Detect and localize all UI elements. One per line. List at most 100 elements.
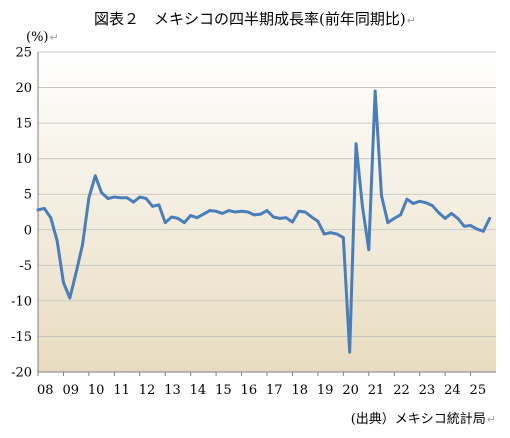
y-unit-label: (%)↵ bbox=[26, 30, 59, 45]
data-point bbox=[450, 212, 453, 215]
x-tick-label: 17 bbox=[266, 383, 283, 398]
series-group bbox=[36, 89, 492, 354]
return-mark: ↵ bbox=[406, 14, 416, 27]
x-axis: 08 09 10 11 12 13 14 15 16 17 18 19 20 21 22 23 24 25 bbox=[37, 372, 486, 398]
data-point bbox=[316, 219, 320, 223]
data-point bbox=[488, 217, 492, 220]
x-tick-label: 18 bbox=[291, 383, 308, 398]
x-tick-label: 25 bbox=[470, 383, 487, 398]
data-point bbox=[481, 229, 485, 233]
return-mark: ↵ bbox=[486, 413, 496, 426]
x-tick-label: 21 bbox=[368, 383, 385, 398]
data-point bbox=[329, 231, 333, 235]
data-point bbox=[361, 204, 364, 208]
data-point bbox=[278, 217, 282, 220]
data-point bbox=[68, 296, 72, 300]
data-point bbox=[240, 209, 243, 213]
data-point bbox=[182, 221, 186, 225]
data-point bbox=[132, 200, 135, 204]
y-tick-label: 20 bbox=[15, 81, 32, 96]
data-point bbox=[151, 204, 154, 208]
data-point bbox=[214, 209, 218, 213]
data-point bbox=[411, 202, 415, 205]
data-point bbox=[112, 195, 116, 199]
data-point bbox=[456, 217, 460, 220]
x-tick-label: 08 bbox=[37, 383, 54, 398]
data-point bbox=[246, 210, 250, 214]
data-point bbox=[354, 142, 358, 146]
x-tick-label: 20 bbox=[342, 383, 359, 398]
data-point bbox=[348, 350, 352, 354]
data-point bbox=[201, 212, 205, 216]
data-point bbox=[170, 215, 173, 219]
data-point bbox=[373, 89, 377, 93]
data-point bbox=[259, 212, 263, 216]
data-point bbox=[36, 208, 40, 212]
y-tick-label: -15 bbox=[11, 330, 32, 345]
y-tick-label: 0 bbox=[24, 223, 32, 238]
data-point bbox=[252, 213, 256, 217]
x-tick-label: 15 bbox=[215, 383, 232, 398]
x-tick-label: 14 bbox=[190, 383, 207, 398]
data-point bbox=[310, 215, 313, 219]
data-point bbox=[475, 227, 479, 231]
x-tick-label: 16 bbox=[241, 383, 258, 398]
data-point bbox=[405, 197, 409, 201]
data-point bbox=[49, 216, 53, 220]
data-point bbox=[386, 221, 390, 225]
data-point bbox=[291, 220, 294, 224]
x-tick-label: 10 bbox=[88, 383, 105, 398]
chart-title: 図表２ メキシコの四半期成長率(前年同期比)↵ bbox=[94, 10, 416, 28]
x-tick-label: 24 bbox=[444, 383, 461, 398]
data-point bbox=[462, 224, 466, 228]
data-point bbox=[424, 201, 428, 205]
y-tick-label: -5 bbox=[19, 259, 32, 274]
x-tick-label: 09 bbox=[62, 383, 79, 398]
data-point bbox=[399, 213, 402, 217]
data-point bbox=[208, 209, 212, 212]
y-tick-label: 15 bbox=[15, 117, 32, 132]
data-point bbox=[100, 191, 104, 195]
y-axis: 25 20 15 10 5 0 -5 -10 -15 -20 bbox=[11, 46, 32, 381]
x-tick-label: 22 bbox=[393, 383, 410, 398]
data-point bbox=[189, 214, 193, 217]
data-point bbox=[367, 248, 371, 252]
data-point bbox=[195, 216, 199, 220]
y-tick-label: 10 bbox=[15, 152, 32, 167]
data-point bbox=[271, 215, 275, 219]
data-point bbox=[81, 243, 84, 247]
data-point bbox=[265, 209, 269, 212]
data-point bbox=[176, 217, 180, 220]
data-point bbox=[443, 217, 447, 220]
data-point bbox=[297, 209, 301, 213]
data-point bbox=[157, 203, 161, 207]
data-point bbox=[106, 197, 110, 200]
source-note: (出典）メキシコ統計局↵ bbox=[350, 412, 496, 427]
data-point bbox=[55, 239, 59, 242]
data-point bbox=[42, 207, 46, 210]
y-tick-label: 5 bbox=[24, 188, 32, 203]
data-point bbox=[437, 211, 441, 215]
x-tick-label: 11 bbox=[113, 383, 130, 398]
y-tick-label: -10 bbox=[11, 294, 32, 309]
data-point bbox=[119, 196, 123, 200]
data-point bbox=[138, 195, 142, 199]
data-point bbox=[469, 224, 472, 227]
data-point bbox=[74, 271, 78, 274]
y-tick-label: -20 bbox=[11, 366, 32, 381]
x-tick-label: 13 bbox=[164, 383, 181, 398]
data-point bbox=[392, 217, 396, 220]
return-mark: ↵ bbox=[49, 31, 59, 44]
data-point bbox=[303, 210, 307, 214]
data-point bbox=[87, 196, 91, 200]
data-point bbox=[227, 209, 231, 212]
data-point bbox=[380, 194, 383, 198]
x-tick-label: 12 bbox=[139, 383, 156, 398]
data-point bbox=[93, 174, 97, 178]
x-tick-label: 23 bbox=[419, 383, 436, 398]
data-point bbox=[144, 197, 148, 200]
data-point bbox=[335, 232, 339, 236]
data-point bbox=[221, 212, 224, 215]
data-point bbox=[430, 204, 434, 208]
